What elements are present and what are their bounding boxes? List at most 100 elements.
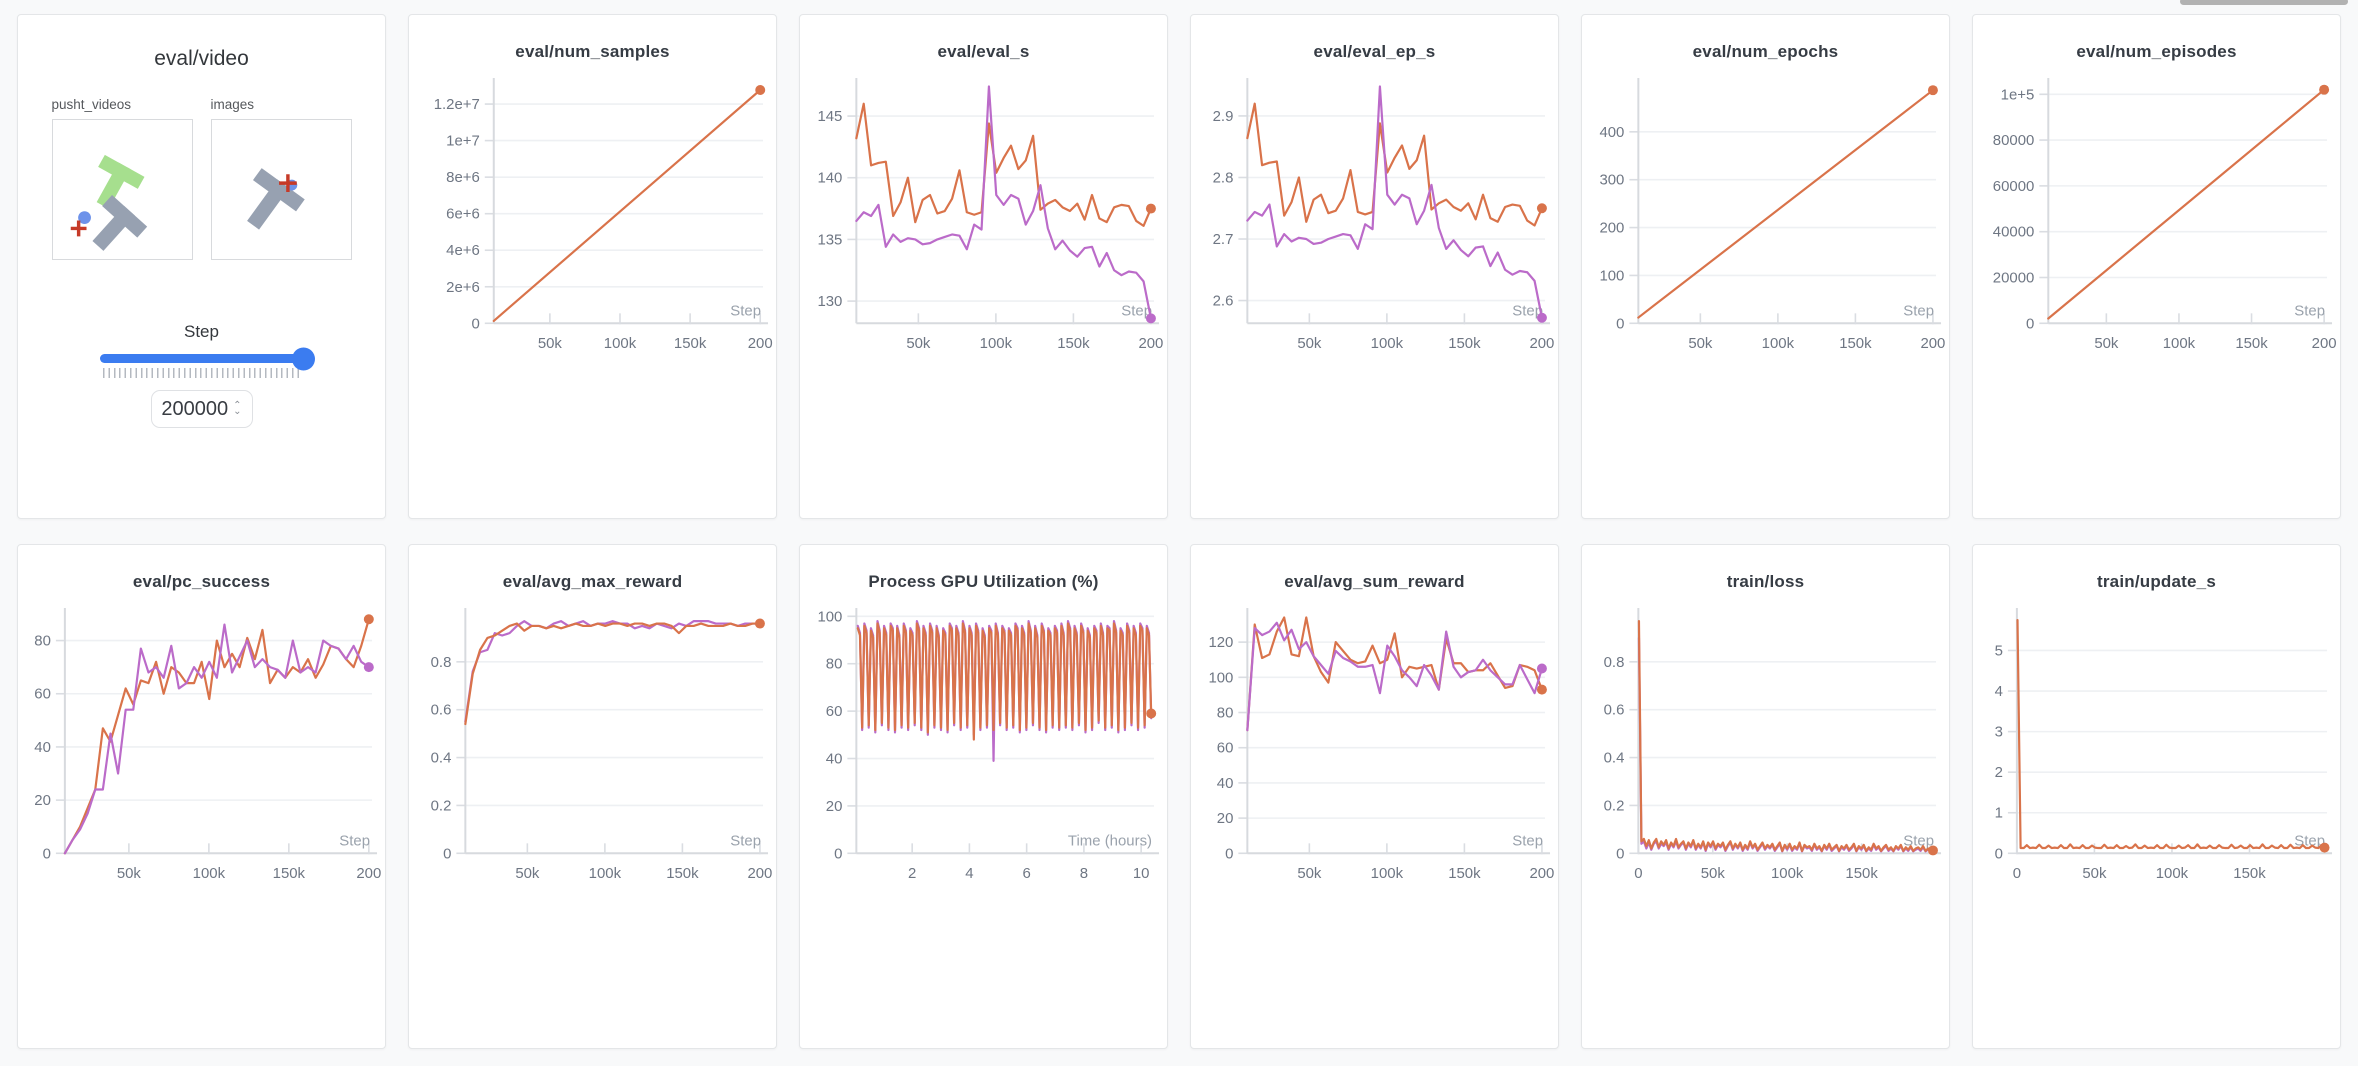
chart-panel-eval-s: eval/eval_s 130 135 140 145 50k 100k 150k 200 St… bbox=[799, 14, 1168, 519]
line-chart[interactable]: 0 20 40 60 80 100 2 4 6 8 10 Time (hours) bbox=[800, 602, 1167, 901]
svg-text:100: 100 bbox=[1208, 669, 1233, 686]
svg-text:2.6: 2.6 bbox=[1213, 293, 1234, 310]
svg-text:Step: Step bbox=[730, 832, 761, 849]
stepper-arrows[interactable]: ⌃ ⌄ bbox=[233, 401, 242, 417]
svg-text:100k: 100k bbox=[604, 335, 637, 352]
svg-text:8e+6: 8e+6 bbox=[446, 169, 480, 186]
pusht-scene-icon bbox=[70, 154, 147, 251]
svg-text:2.7: 2.7 bbox=[1213, 231, 1234, 248]
chart-title: train/update_s bbox=[2097, 572, 2216, 591]
chart-title: eval/num_episodes bbox=[2076, 42, 2237, 61]
svg-text:1: 1 bbox=[1995, 805, 2003, 822]
svg-text:20: 20 bbox=[1217, 810, 1234, 827]
chart-title: eval/num_samples bbox=[515, 42, 670, 61]
video-panel-title: eval/video bbox=[154, 47, 249, 70]
chart-panel-avg-max-reward: eval/avg_max_reward 0 0.2 0.4 0.6 0.8 50k 100k… bbox=[408, 544, 777, 1049]
svg-text:0: 0 bbox=[1616, 845, 1624, 862]
svg-text:0: 0 bbox=[43, 845, 51, 862]
svg-text:Step: Step bbox=[1903, 302, 1934, 319]
svg-text:200: 200 bbox=[1599, 220, 1624, 237]
svg-text:100k: 100k bbox=[980, 335, 1013, 352]
svg-text:200: 200 bbox=[1529, 865, 1554, 882]
scrollbar-thumb[interactable] bbox=[2180, 0, 2348, 5]
slider-track[interactable] bbox=[99, 347, 315, 370]
svg-text:60000: 60000 bbox=[1993, 178, 2035, 195]
svg-text:0: 0 bbox=[2013, 865, 2021, 882]
step-slider-label: Step bbox=[184, 322, 219, 341]
chart-title: eval/eval_s bbox=[937, 42, 1030, 61]
svg-text:2.8: 2.8 bbox=[1213, 169, 1234, 186]
svg-text:0: 0 bbox=[1995, 845, 2003, 862]
step-value[interactable]: 200000 bbox=[161, 397, 229, 420]
step-slider[interactable] bbox=[99, 347, 315, 378]
svg-text:0: 0 bbox=[1225, 845, 1233, 862]
svg-text:150k: 150k bbox=[666, 865, 699, 882]
svg-text:200: 200 bbox=[1529, 335, 1554, 352]
svg-text:140: 140 bbox=[817, 170, 842, 187]
line-chart[interactable]: 0 100 200 300 400 50k 100k 150k 200 Step bbox=[1582, 72, 1949, 371]
svg-text:100k: 100k bbox=[1771, 865, 1804, 882]
svg-text:200: 200 bbox=[2312, 335, 2337, 352]
svg-text:60: 60 bbox=[826, 703, 843, 720]
svg-text:Step: Step bbox=[1512, 302, 1543, 319]
svg-text:150k: 150k bbox=[1845, 865, 1878, 882]
svg-text:100: 100 bbox=[1599, 267, 1624, 284]
target-cross bbox=[278, 174, 297, 192]
svg-text:80: 80 bbox=[1217, 705, 1234, 722]
svg-text:0.6: 0.6 bbox=[1604, 702, 1625, 719]
svg-text:300: 300 bbox=[1599, 172, 1624, 189]
line-chart[interactable]: 0 2e+6 4e+6 6e+6 8e+6 1e+7 1.2e+7 50k 100k 150k 20… bbox=[409, 72, 776, 371]
chart-title: eval/pc_success bbox=[132, 572, 271, 591]
line-chart[interactable]: 0 20000 40000 60000 80000 1e+5 50k 100k 150k 200 S… bbox=[1973, 72, 2340, 371]
green-t-shape bbox=[96, 154, 144, 209]
svg-text:2.9: 2.9 bbox=[1213, 108, 1234, 125]
svg-text:150k: 150k bbox=[2235, 335, 2268, 352]
svg-text:80000: 80000 bbox=[1993, 132, 2035, 149]
chart-panel-eval-ep-s: eval/eval_ep_s 2.6 2.7 2.8 2.9 50k 100k 150k 20… bbox=[1190, 14, 1559, 519]
line-chart[interactable]: 130 135 140 145 50k 100k 150k 200 Step bbox=[800, 72, 1167, 371]
svg-text:Step: Step bbox=[2294, 302, 2325, 319]
svg-text:4: 4 bbox=[1995, 683, 2003, 700]
svg-text:2: 2 bbox=[908, 865, 916, 882]
step-number-input[interactable]: 200000 ⌃ ⌄ bbox=[150, 390, 253, 428]
decrement-icon: ⌄ bbox=[233, 406, 242, 417]
svg-text:1.2e+7: 1.2e+7 bbox=[434, 96, 480, 113]
svg-text:100k: 100k bbox=[1371, 335, 1404, 352]
svg-text:0: 0 bbox=[834, 845, 842, 862]
slider-thumb[interactable] bbox=[291, 347, 315, 370]
svg-text:145: 145 bbox=[817, 108, 842, 125]
agent-dot bbox=[77, 211, 91, 225]
chart-panel-train-loss: train/loss 0 0.2 0.4 0.6 0.8 0 50k 100k 150k Step bbox=[1581, 544, 1950, 1049]
svg-text:Step: Step bbox=[1512, 832, 1543, 849]
svg-text:40000: 40000 bbox=[1993, 224, 2035, 241]
line-chart[interactable]: 0 0.2 0.4 0.6 0.8 50k 100k 150k 200 Step bbox=[409, 602, 776, 901]
gray-t-shape bbox=[91, 194, 147, 251]
pusht-video-thumbnail[interactable] bbox=[51, 119, 193, 260]
svg-text:0.4: 0.4 bbox=[431, 750, 452, 767]
svg-text:0.4: 0.4 bbox=[1604, 750, 1625, 767]
line-chart[interactable]: 0 20 40 60 80 50k 100k 150k 200 Step bbox=[18, 602, 385, 901]
images-thumbnail[interactable] bbox=[210, 119, 352, 260]
svg-text:5: 5 bbox=[1995, 642, 2003, 659]
line-chart[interactable]: 0 20 40 60 80 100 120 50k 100k 150k 200 Step bbox=[1191, 602, 1558, 901]
svg-text:50k: 50k bbox=[2082, 865, 2107, 882]
line-chart[interactable]: 2.6 2.7 2.8 2.9 50k 100k 150k 200 Step bbox=[1191, 72, 1558, 371]
svg-text:200: 200 bbox=[1920, 335, 1945, 352]
svg-text:0.2: 0.2 bbox=[431, 797, 452, 814]
svg-text:0.8: 0.8 bbox=[1604, 654, 1625, 671]
svg-text:100k: 100k bbox=[1762, 335, 1795, 352]
svg-text:6: 6 bbox=[1023, 865, 1031, 882]
svg-text:150k: 150k bbox=[1839, 335, 1872, 352]
media-pusht-videos: pusht_videos bbox=[51, 97, 193, 260]
svg-text:2: 2 bbox=[1995, 764, 2003, 781]
svg-text:0: 0 bbox=[471, 315, 479, 332]
svg-text:200: 200 bbox=[356, 865, 381, 882]
gray-t-shape bbox=[246, 168, 305, 230]
chart-panel-num-samples: eval/num_samples 0 2e+6 4e+6 6e+6 8e+6 1e+7 1.… bbox=[408, 14, 777, 519]
slider-ruler bbox=[102, 368, 301, 378]
svg-text:0: 0 bbox=[1634, 865, 1642, 882]
svg-text:100k: 100k bbox=[1371, 865, 1404, 882]
svg-text:Time (hours): Time (hours) bbox=[1068, 832, 1152, 849]
